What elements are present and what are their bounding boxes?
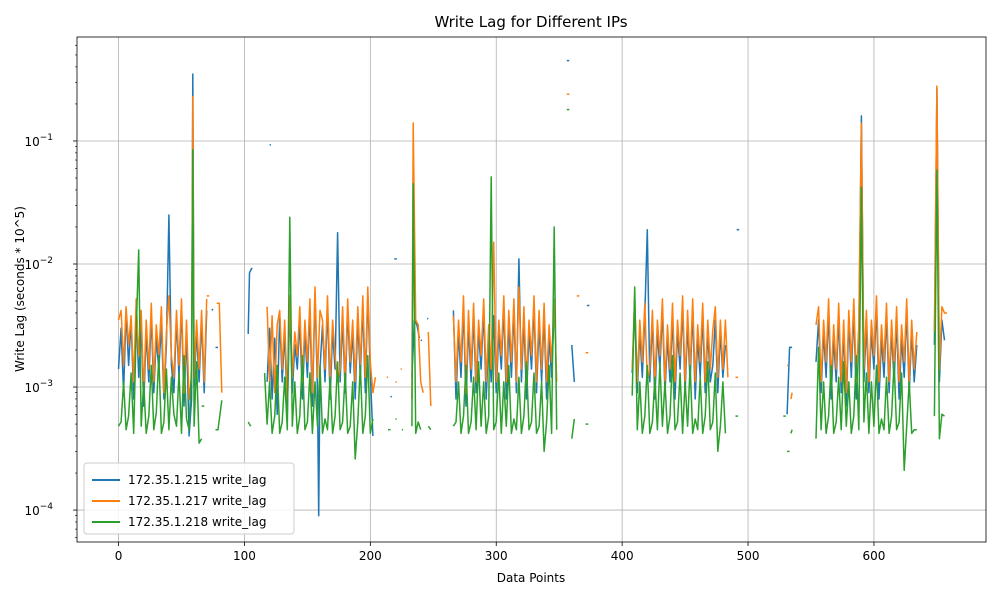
series-line-segment: [247, 421, 252, 427]
x-tick-label: 500: [737, 549, 760, 563]
series-line-segment: [117, 95, 208, 400]
series-line-segment: [571, 344, 576, 382]
x-tick-label: 0: [115, 549, 123, 563]
series-line-segment: [790, 392, 793, 400]
legend-entry-label: 172.35.1.218 write_lag: [128, 515, 266, 529]
y-tick-label: 10−3: [24, 379, 53, 395]
legend-entry-label: 172.35.1.217 write_lag: [128, 494, 266, 508]
series-line-segment: [117, 148, 203, 444]
axis-ticks: 0 100 200 300 400 500 600 10−4 10−3 10−2 10−1: [24, 44, 885, 563]
x-tick-label: 200: [359, 549, 382, 563]
x-tick-label: 300: [485, 549, 508, 563]
series-line-segment: [411, 122, 424, 400]
series-line-segment: [631, 286, 727, 453]
y-tick-label: 10−4: [24, 502, 53, 518]
series-line-segment: [427, 331, 432, 407]
series-line-segment: [411, 182, 422, 435]
y-tick-label: 10−1: [24, 133, 53, 149]
series-line-segment: [815, 186, 917, 472]
x-tick-label: 400: [611, 549, 634, 563]
series-3: [117, 108, 945, 472]
series-line-segment: [631, 228, 727, 400]
chart-title: Write Lag for Different IPs: [434, 13, 627, 31]
x-tick-label: 600: [862, 549, 885, 563]
series-line-segment: [790, 429, 793, 434]
y-axis-label: Write Lag (seconds * 10^5): [13, 206, 27, 372]
series-line-segment: [933, 169, 945, 440]
series-line-segment: [390, 395, 393, 398]
series-line-segment: [266, 286, 377, 400]
legend: 172.35.1.215 write_lag 172.35.1.217 write…: [83, 462, 295, 535]
legend-box: [83, 462, 295, 535]
series-line-segment: [211, 308, 214, 311]
series-line-segment: [117, 73, 208, 437]
series-lines: [117, 59, 947, 517]
legend-entry-label: 172.35.1.215 write_lag: [128, 473, 266, 487]
series-line-segment: [786, 346, 793, 415]
plot-frame: [76, 36, 987, 543]
series-line-segment: [247, 267, 253, 335]
series-line-segment: [452, 241, 558, 394]
series-line-segment: [933, 85, 947, 370]
series-line-segment: [216, 302, 223, 393]
x-axis-label: Data Points: [497, 571, 566, 585]
y-tick-label: 10−2: [24, 256, 53, 272]
x-tick-label: 100: [233, 549, 256, 563]
series-line-segment: [263, 216, 374, 460]
series-line-segment: [571, 418, 576, 439]
series-line-segment: [427, 425, 432, 431]
series-line-segment: [215, 400, 223, 431]
series-line-segment: [815, 122, 918, 394]
series-line-segment: [452, 176, 558, 453]
series-2: [117, 85, 947, 407]
